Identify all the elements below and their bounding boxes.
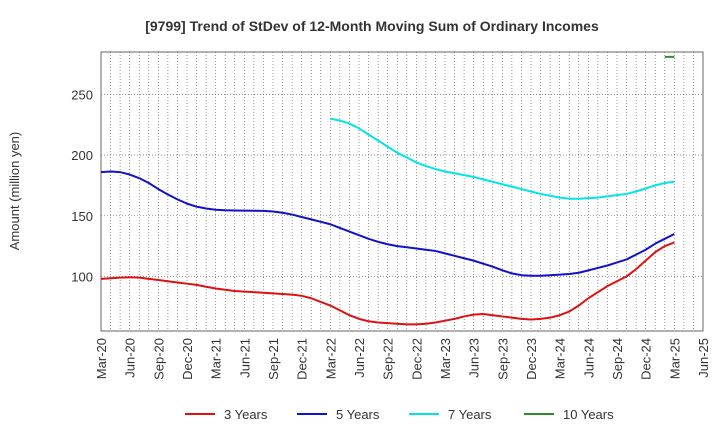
x-tick-label: Dec-23: [524, 338, 539, 380]
x-tick-label: Dec-20: [180, 338, 195, 380]
legend: 3 Years 5 Years 7 Years 10 Years: [185, 407, 614, 422]
plot-frame: [100, 51, 704, 332]
series-line-3-years: [100, 241, 675, 326]
x-tick-label: Dec-21: [295, 338, 310, 380]
x-tick-label: Sep-24: [610, 338, 625, 380]
x-tick-label: Mar-23: [438, 338, 453, 379]
x-tick-label: Jun-25: [696, 338, 711, 378]
x-tick-label: Dec-22: [409, 338, 424, 380]
series-line-5-years: [100, 170, 675, 277]
x-tick-label: Sep-20: [151, 338, 166, 380]
x-tick-label: Sep-23: [495, 338, 510, 380]
x-tick-label: Mar-21: [209, 338, 224, 379]
x-tick-label: Sep-21: [266, 338, 281, 380]
legend-label: 10 Years: [563, 407, 614, 422]
x-tick-label: Jun-23: [467, 338, 482, 378]
y-tick-label: 200: [71, 148, 93, 163]
plot-area: 100 150 200 250 Mar-20 Jun-20 Sep-20 Dec-20 Mar-…: [71, 51, 711, 380]
legend-label: 5 Years: [336, 407, 380, 422]
y-axis-label: Amount (million yen): [7, 132, 22, 251]
x-tick-label: Jun-20: [123, 338, 138, 378]
x-tick-label: Mar-24: [553, 338, 568, 379]
x-tick-label: Mar-22: [323, 338, 338, 379]
x-tick-label: Mar-20: [94, 338, 109, 379]
x-tick-label: Jun-21: [237, 338, 252, 378]
legend-label: 7 Years: [448, 407, 492, 422]
y-tick-label: 250: [71, 87, 93, 102]
y-tick-label: 150: [71, 209, 93, 224]
x-tick-label: Jun-24: [581, 338, 596, 378]
chart-title: [9799] Trend of StDev of 12-Month Moving…: [145, 18, 599, 34]
series-line-7-years: [330, 117, 675, 200]
x-tick-label: Sep-22: [381, 338, 396, 380]
legend-label: 3 Years: [224, 407, 268, 422]
x-tick-label: Jun-22: [352, 338, 367, 378]
y-tick-label: 100: [71, 269, 93, 284]
x-tick-label: Mar-25: [667, 338, 682, 379]
x-tick-label: Dec-24: [639, 338, 654, 380]
